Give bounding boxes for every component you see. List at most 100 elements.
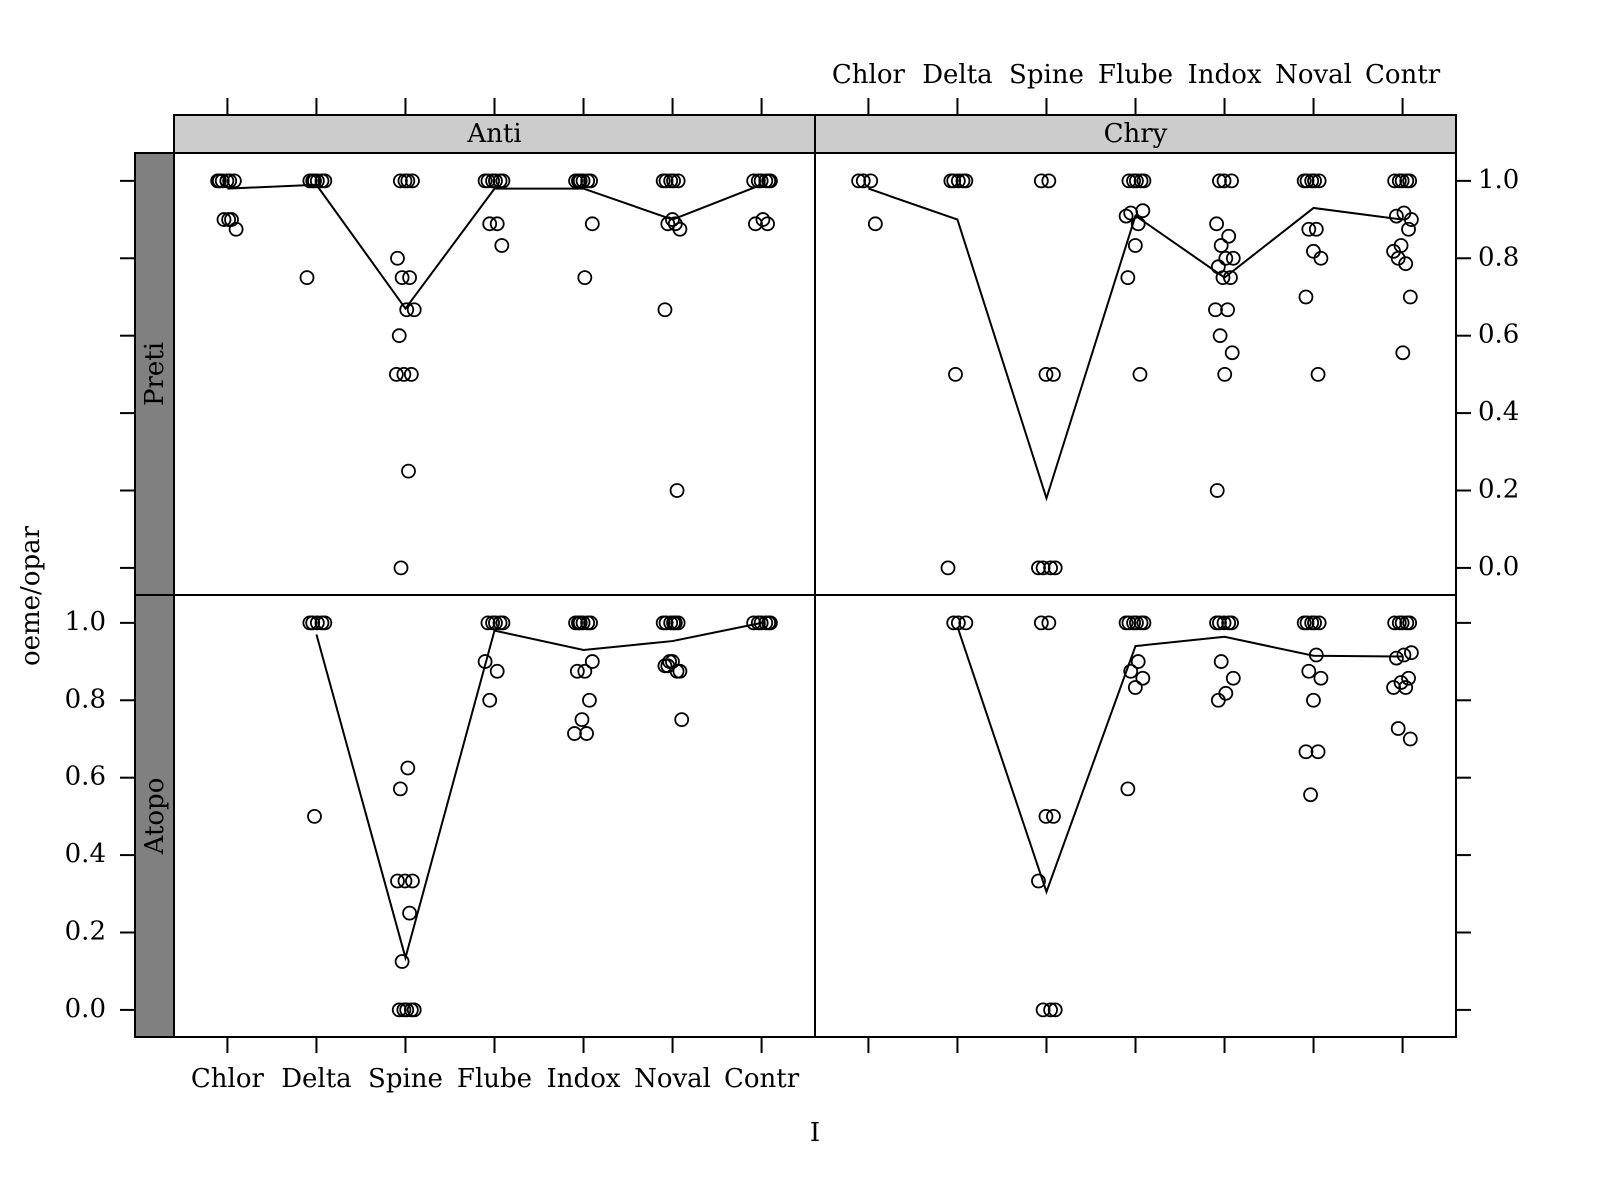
x-tick-label: Delta [281,1064,352,1094]
point [580,173,596,189]
point [477,173,493,189]
point [1221,615,1237,631]
y-tick-label: 0.4 [65,839,106,869]
point [492,615,508,631]
point [1031,873,1046,889]
mean-line [956,626,1403,895]
point [402,270,417,286]
row-strip-label: Atopo [140,778,170,856]
x-tick-label: Delta [922,60,993,90]
point [584,654,600,669]
point [1135,203,1151,219]
point [674,712,690,728]
point [1126,615,1141,631]
point [855,173,871,189]
point [402,905,417,921]
point [1213,654,1229,669]
point [943,173,959,189]
column-strip-label: Chry [1104,119,1168,149]
point [758,173,774,189]
point [577,663,593,679]
point [1041,173,1057,189]
point [1217,366,1233,382]
x-tick-label: Spine [368,1064,443,1094]
x-axis-label: I [810,1118,820,1148]
point [1308,221,1324,237]
point [1304,615,1320,631]
y-tick-label: 0.0 [65,994,106,1024]
point [393,560,409,576]
point [669,483,685,498]
point [667,615,683,631]
panel-frame [814,152,1457,596]
point [390,250,405,266]
point [394,954,410,969]
point [396,1002,412,1018]
point [1221,228,1237,244]
point [1127,680,1143,695]
point [1041,615,1057,631]
point [397,173,413,189]
point [1304,173,1320,189]
point [1390,721,1406,736]
point [1389,208,1404,224]
point [489,663,505,679]
point [1209,615,1224,631]
point [1033,615,1049,631]
point [1391,173,1407,189]
column-strip [173,114,816,154]
point [221,212,237,227]
point [580,615,596,631]
x-tick-label: Flube [1098,60,1173,90]
point [1311,173,1327,189]
point [1402,289,1418,305]
point [405,873,420,889]
point [1224,615,1239,631]
point [309,615,325,631]
point [572,173,588,189]
x-tick-label: Contr [1365,60,1441,90]
point [1402,731,1418,747]
point [397,873,413,889]
point [485,173,500,189]
point [672,221,688,237]
point [403,1002,419,1018]
mean-line [868,187,1403,502]
point [670,173,686,189]
y-tick-label: 0.8 [65,684,106,714]
point [399,302,415,318]
point [1118,615,1134,631]
y-tick-label: 0.0 [1478,552,1519,582]
point [216,212,232,227]
point [1401,670,1416,686]
point [663,615,679,631]
point [1403,645,1419,661]
point [662,654,677,669]
point [1126,173,1141,189]
x-tick-label: Indox [1188,60,1262,90]
y-tick-label: 0.8 [1478,242,1519,272]
point [392,781,408,797]
point [1310,366,1326,382]
point [489,216,505,232]
y-tick-label: 1.0 [1478,165,1519,195]
point [657,302,673,318]
point [1398,680,1414,695]
point [1296,615,1312,631]
point [1033,173,1049,189]
point [1043,560,1058,576]
point [1301,221,1317,237]
point [1395,345,1411,361]
point [1396,205,1412,221]
y-tick-label: 0.2 [65,916,106,946]
point [574,712,590,728]
point [1224,173,1239,189]
point [1313,250,1329,266]
x-tick-label: Spine [1009,60,1084,90]
y-tick-label: 1.0 [65,607,106,637]
point [485,615,500,631]
point [760,216,775,232]
point [405,173,420,189]
point [1298,289,1314,305]
mean-line [227,183,762,311]
